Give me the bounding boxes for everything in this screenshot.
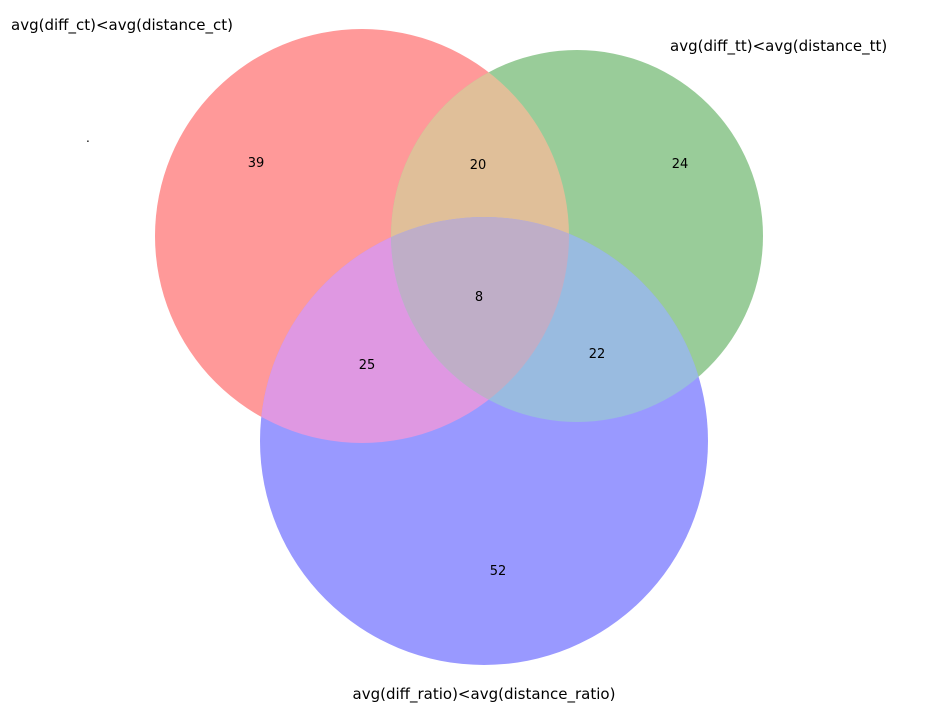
count-b-only: 24 — [672, 157, 689, 172]
set-c-label: avg(diff_ratio)<avg(distance_ratio) — [353, 685, 616, 704]
stray-dot-mark: . — [86, 131, 90, 145]
count-b-c: 22 — [589, 347, 606, 362]
count-a-b-c: 8 — [475, 290, 483, 305]
set-a-label: avg(diff_ct)<avg(distance_ct) — [11, 16, 233, 35]
count-c-only: 52 — [490, 564, 507, 579]
region-b-c — [391, 217, 708, 422]
count-a-b: 20 — [470, 158, 487, 173]
set-b-label: avg(diff_tt)<avg(distance_tt) — [670, 37, 887, 56]
count-a-c: 25 — [359, 358, 376, 373]
count-a-only: 39 — [248, 156, 265, 171]
